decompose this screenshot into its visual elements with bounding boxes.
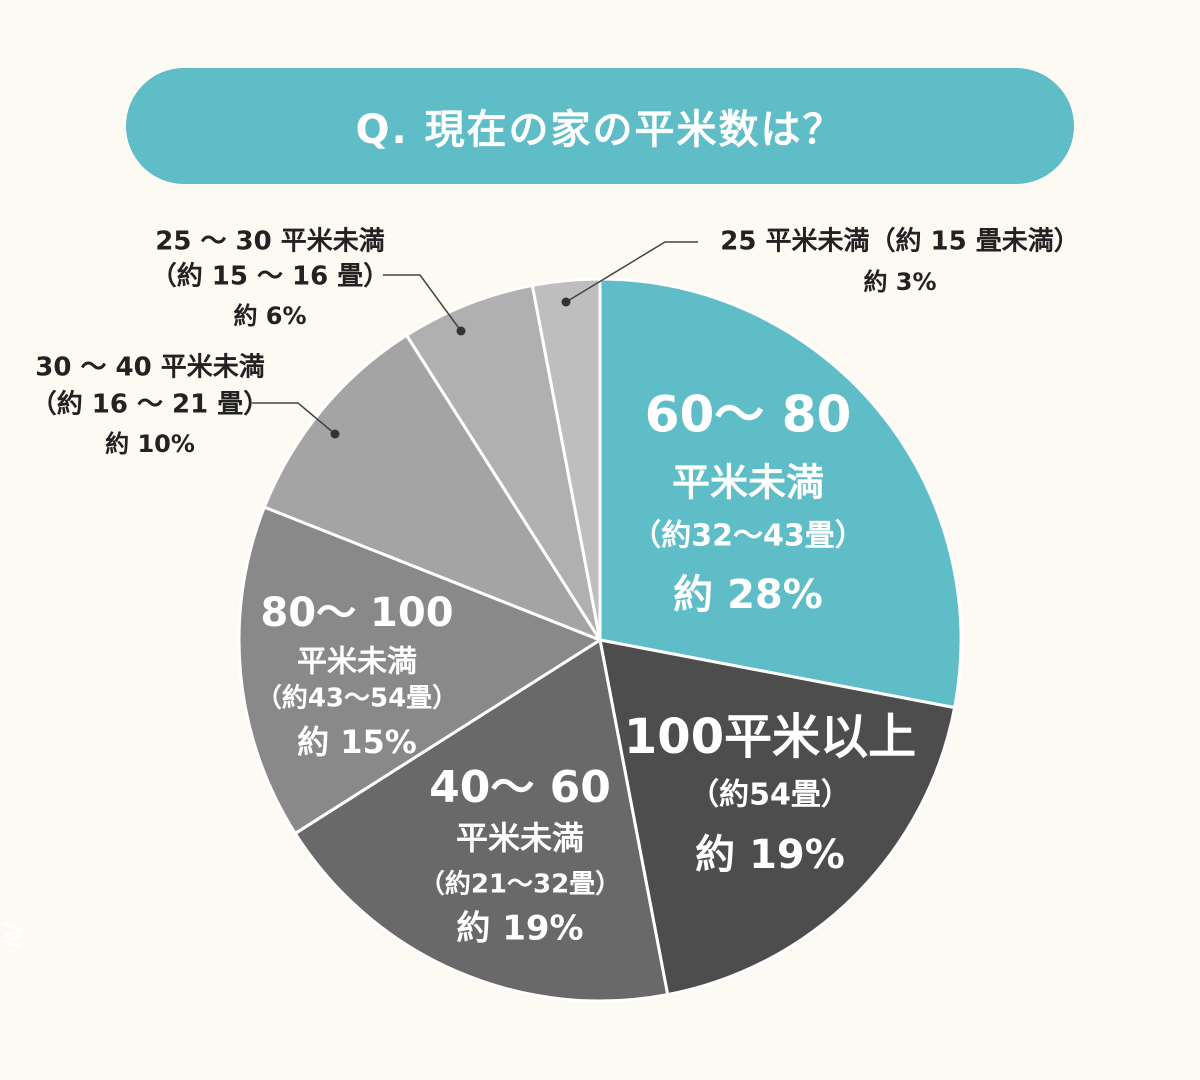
leader-dot-7 [561, 297, 571, 307]
slice-label-5-line-2: （約 16 ～ 21 畳） [31, 389, 270, 420]
pie-slice-6 [405, 283, 602, 642]
question-title: Q. 現在の家の平米数は？ [355, 107, 845, 153]
slice-label-3-line-4: 約 19% [456, 909, 583, 949]
slice-label-1-line-1: 60～ 80 [645, 386, 852, 444]
slice-label-2-line-2: （約54畳） [689, 778, 851, 813]
slice-label-1-line-2: 平米未満 [672, 461, 824, 505]
side-edge-mark: ≷ [0, 915, 22, 955]
slice-label-5-line-1: 30 ～ 40 平米未満 [35, 353, 265, 383]
question-title-banner: Q. 現在の家の平米数は？ [126, 68, 1074, 184]
slice-label-6-line-1: 25 ～ 30 平米未満 [155, 227, 385, 257]
slice-label-5-line-3: 約 10% [105, 430, 195, 458]
pie-slice-4 [237, 505, 602, 835]
slice-label-7-line-2: 約 3% [863, 268, 936, 296]
pie-slice-2 [598, 638, 957, 997]
leader-dot-5 [330, 429, 340, 439]
slice-label-7-line-1: 25 平米未満（約 15 畳未満） [720, 226, 1080, 257]
slice-label-4-line-1: 80～ 100 [260, 590, 453, 636]
pie-slice-1 [598, 277, 963, 710]
slice-label-3-line-2: 平米未満 [456, 819, 584, 857]
slice-label-6-line-3: 約 6% [233, 302, 306, 330]
slice-label-3-line-1: 40～ 60 [429, 762, 611, 813]
leader-line-6 [383, 274, 462, 332]
slice-label-2-line-1: 100平米以上 [624, 709, 916, 765]
slice-label-4-line-4: 約 15% [297, 723, 417, 761]
pie-slice-7 [530, 277, 602, 642]
slice-label-1-line-3: （約32～43畳） [631, 519, 865, 554]
slice-label-4-line-3: （約43～54畳） [256, 683, 458, 714]
leader-line-7 [565, 241, 698, 303]
pie-slice-3 [293, 638, 670, 1003]
pie-slice-5 [262, 333, 602, 642]
slice-label-1-line-4: 約 28% [673, 572, 823, 618]
slice-label-3-line-3: （約21～32畳） [419, 869, 621, 900]
leader-dot-6 [456, 326, 466, 336]
leader-line-5 [252, 402, 336, 435]
slice-label-2-line-3: 約 19% [695, 832, 845, 878]
slice-label-6-line-2: （約 15 ～ 16 畳） [151, 261, 390, 292]
slice-label-4-line-2: 平米未満 [297, 645, 417, 680]
